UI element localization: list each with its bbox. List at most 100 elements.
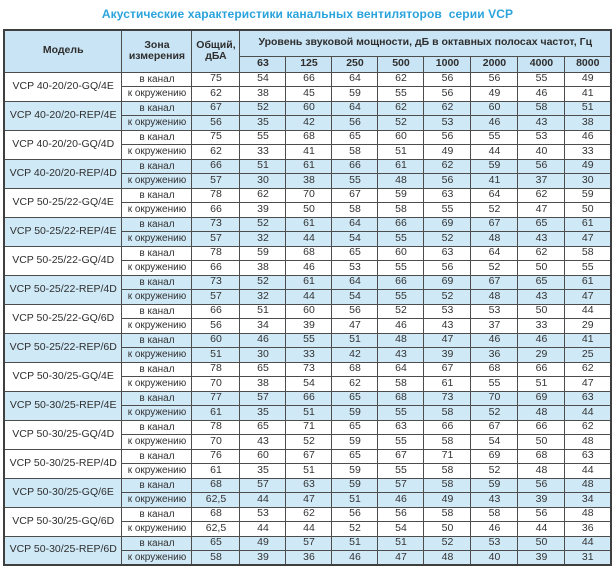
band-8000-cell: 47 <box>564 231 612 247</box>
page-title: Акустические характеристики канальных ве… <box>101 7 514 21</box>
band-125-cell: 54 <box>285 376 333 392</box>
band-8000-cell: 49 <box>564 158 612 174</box>
band-63-cell: 35 <box>239 405 287 421</box>
band-125-cell: 55 <box>285 332 333 348</box>
band-63-cell: 34 <box>239 318 287 334</box>
band-250-cell: 47 <box>331 318 379 334</box>
zone-cell: к окружению <box>121 173 193 189</box>
band-4000-cell: 66 <box>517 419 566 435</box>
band-2000-cell: 46 <box>470 332 519 348</box>
band-63-cell: 35 <box>239 463 287 479</box>
band-4000-cell: 50 <box>517 260 566 276</box>
model-cell: VCP 50-25/22-GQ/4E <box>3 187 123 218</box>
band-8000-cell: 44 <box>564 463 612 479</box>
table-body: VCP 40-20/20-GQ/4E в канал 75 54 66 64 62 56 56 5… <box>3 71 612 566</box>
band-63-cell: 46 <box>239 332 287 348</box>
model-cell: VCP 50-30/25-REP/4E <box>3 390 123 421</box>
band-125-cell: 44 <box>285 231 333 247</box>
band-63-cell: 44 <box>239 492 287 508</box>
band-1000-cell: 58 <box>423 463 472 479</box>
band-500-cell: 60 <box>377 245 425 261</box>
table-row: VCP 40-20/20-REP/4E в канал 67 52 60 64 62 62 60… <box>3 100 612 131</box>
band-4000-cell: 65 <box>517 216 566 232</box>
band-125-cell: 63 <box>285 477 333 493</box>
band-8000-cell: 59 <box>564 187 612 203</box>
band-2000-cell: 52 <box>470 463 519 479</box>
band-4000-cell: 50 <box>517 535 566 551</box>
band-1000-cell: 62 <box>423 100 472 116</box>
total-dba-cell: 77 <box>191 390 241 406</box>
band-8000-cell: 44 <box>564 535 612 551</box>
table-row: VCP 50-25/22-REP/6D в канал 60 46 55 51 48 47 46… <box>3 332 612 363</box>
total-dba-cell: 73 <box>191 216 241 232</box>
zone-cell: к окружению <box>121 289 193 305</box>
total-dba-cell: 57 <box>191 289 241 305</box>
band-8000-cell: 47 <box>564 376 612 392</box>
total-dba-cell: 65 <box>191 535 241 551</box>
band-250-cell: 55 <box>331 173 379 189</box>
band-500-cell: 55 <box>377 289 425 305</box>
total-dba-cell: 66 <box>191 158 241 174</box>
band-500-cell: 55 <box>377 231 425 247</box>
total-dba-cell: 67 <box>191 100 241 116</box>
band-125-cell: 61 <box>285 274 333 290</box>
table-row: к окружению 58 39 36 46 47 48 40 39 31 <box>4 550 612 566</box>
zone-cell: к окружению <box>121 144 193 160</box>
band-2000-cell: 48 <box>470 231 519 247</box>
band-500-cell: 61 <box>377 158 425 174</box>
band-2000-cell: 54 <box>470 434 519 450</box>
band-1000-cell: 66 <box>423 419 472 435</box>
zone-cell: в канал <box>121 361 193 377</box>
table-row: к окружению 70 43 52 59 55 58 54 50 48 <box>4 434 612 450</box>
total-dba-cell: 76 <box>191 448 241 464</box>
zone-cell: в канал <box>121 448 193 464</box>
band-8000-cell: 58 <box>564 245 612 261</box>
zone-cell: в канал <box>121 274 193 290</box>
band-2000-cell: 40 <box>470 550 519 566</box>
band-125-cell: 51 <box>285 405 333 421</box>
band-63-cell: 30 <box>239 347 287 363</box>
band-1000-cell: 56 <box>423 173 472 189</box>
total-dba-cell: 56 <box>191 115 241 131</box>
band-8000-cell: 38 <box>564 115 612 131</box>
table-row: VCP 50-30/25-REP/6D в канал 65 49 57 51 51 52 53… <box>3 535 612 566</box>
band-2000-cell: 59 <box>470 477 519 493</box>
header-freq-8000: 8000 <box>564 55 612 73</box>
table-row: VCP 40-20/20-GQ/4D в канал 75 55 68 65 60 56 55 5… <box>3 129 612 160</box>
total-dba-cell: 70 <box>191 376 241 392</box>
band-63-cell: 38 <box>239 86 287 102</box>
band-2000-cell: 55 <box>470 376 519 392</box>
band-250-cell: 65 <box>331 448 379 464</box>
band-500-cell: 48 <box>377 332 425 348</box>
band-250-cell: 67 <box>331 187 379 203</box>
band-8000-cell: 63 <box>564 390 612 406</box>
band-63-cell: 65 <box>239 419 287 435</box>
band-500-cell: 55 <box>377 260 425 276</box>
band-4000-cell: 56 <box>517 477 566 493</box>
zone-cell: к окружению <box>121 202 193 218</box>
band-500-cell: 55 <box>377 86 425 102</box>
band-250-cell: 54 <box>331 231 379 247</box>
band-63-cell: 49 <box>239 535 287 551</box>
band-250-cell: 68 <box>331 361 379 377</box>
band-250-cell: 54 <box>331 289 379 305</box>
zone-cell: в канал <box>121 187 193 203</box>
zone-cell: к окружению <box>121 492 193 508</box>
total-dba-cell: 75 <box>191 71 241 87</box>
band-250-cell: 58 <box>331 202 379 218</box>
band-1000-cell: 69 <box>423 216 472 232</box>
band-8000-cell: 61 <box>564 216 612 232</box>
band-2000-cell: 43 <box>470 492 519 508</box>
band-125-cell: 68 <box>285 129 333 145</box>
band-63-cell: 51 <box>239 303 287 319</box>
band-2000-cell: 52 <box>470 405 519 421</box>
table-row: VCP 50-30/25-REP/4D в канал 76 60 67 65 67 71 69… <box>3 448 612 479</box>
total-dba-cell: 56 <box>191 318 241 334</box>
header-freq-4000: 4000 <box>517 55 566 73</box>
total-dba-cell: 62 <box>191 144 241 160</box>
band-2000-cell: 70 <box>470 390 519 406</box>
band-63-cell: 38 <box>239 376 287 392</box>
zone-cell: в канал <box>121 245 193 261</box>
band-250-cell: 64 <box>331 216 379 232</box>
model-cell: VCP 50-30/25-GQ/4D <box>3 419 123 450</box>
